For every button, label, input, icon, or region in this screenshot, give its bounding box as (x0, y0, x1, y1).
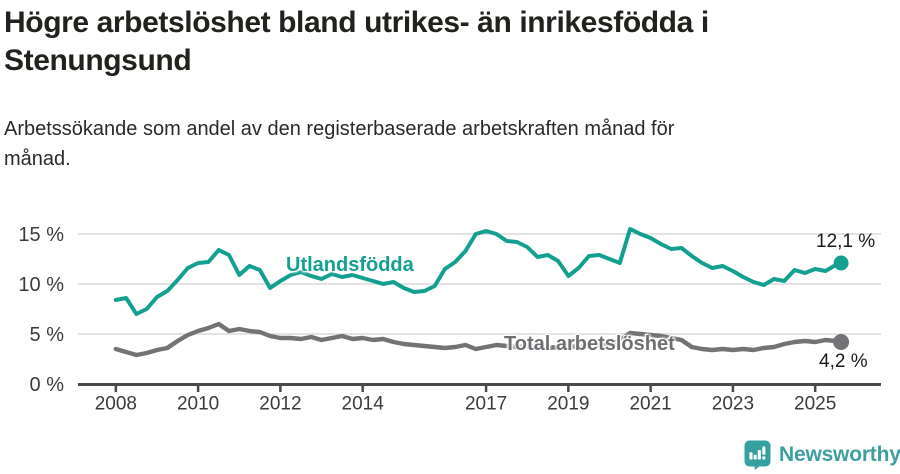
x-tick-label: 2017 (465, 394, 507, 415)
series-end-dot-utlandsfodda (833, 255, 849, 271)
chart-subtitle: Arbetssökande som andel av den registerb… (4, 118, 675, 170)
end-value-label-total: 4,2 % (819, 351, 868, 372)
end-value-label-utlandsfodda: 12,1 % (816, 231, 876, 252)
newsworthy-brand-text: Newsworthy (779, 443, 900, 466)
x-tick-label: 2014 (342, 394, 385, 415)
x-tick-label: 2019 (547, 394, 589, 415)
x-tick-label: 2023 (712, 394, 754, 415)
y-tick-label: 15 % (18, 224, 64, 246)
x-tick-label: 2021 (629, 394, 671, 415)
x-tick-label: 2008 (95, 394, 137, 415)
y-tick-label: 10 % (18, 274, 64, 296)
x-tick-label: 2010 (177, 394, 219, 415)
y-tick-label: 5 % (30, 324, 65, 346)
newsworthy-logo: Newsworthy (744, 440, 900, 470)
series-line-total (113, 321, 844, 358)
page-title: Högre arbetslöshet bland utrikes- än inr… (4, 6, 709, 77)
y-tick-label: 0 % (30, 374, 65, 396)
series-label-utlandsfodda: Utlandsfödda (286, 254, 414, 276)
series-label-total-arbetsloshet: Total arbetslöshet (504, 333, 675, 355)
x-tick-label: 2025 (794, 394, 836, 415)
newsworthy-bubble-bar-chart-icon (744, 440, 771, 470)
series-end-dot-total (833, 334, 850, 350)
x-tick-label: 2012 (259, 394, 301, 415)
series-line-utlandsfodda (113, 227, 844, 316)
